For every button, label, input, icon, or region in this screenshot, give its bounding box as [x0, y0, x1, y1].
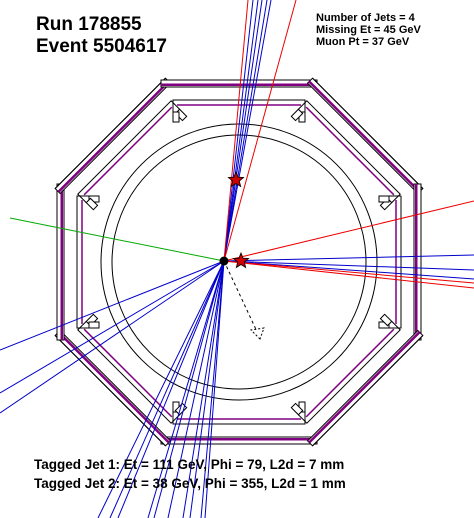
track-blue [223, 260, 474, 271]
calorimeter-strip [308, 331, 421, 444]
track-blue [167, 260, 225, 518]
module-stub [88, 321, 100, 329]
track-blue [223, 0, 259, 262]
track-blue [97, 260, 225, 518]
plank-edge [312, 77, 424, 189]
track-red [223, 0, 297, 262]
plank-edge [54, 77, 166, 189]
track-blue [147, 260, 225, 518]
module-strip [83, 328, 173, 418]
track-blue [189, 260, 225, 518]
track-blue [109, 260, 225, 518]
detector-module [290, 77, 424, 211]
detector-module [290, 313, 424, 447]
detector-module [160, 401, 318, 445]
module-strip [305, 328, 395, 418]
track-blue [223, 0, 268, 262]
calorimeter-strip [57, 80, 170, 193]
track-red [223, 200, 474, 262]
module-bracket [298, 100, 401, 203]
track-blue [223, 0, 272, 262]
module-bracket [77, 100, 180, 203]
module-stub [85, 197, 99, 211]
run-number: Run 178855 [36, 14, 142, 35]
calorimeter-strip [415, 184, 418, 340]
event-number: Event 5504617 [36, 36, 167, 57]
module-stub [378, 195, 390, 203]
tagged-jet-2: Tagged Jet 2: Et = 38 GeV, Phi = 355, L2… [34, 476, 346, 491]
detector-module [54, 313, 188, 447]
track-blue [0, 260, 225, 351]
module-stub [290, 402, 304, 416]
detector-module [54, 77, 188, 211]
track-red [223, 0, 249, 262]
track-blue [223, 0, 263, 262]
module-stub [290, 108, 304, 122]
detector-module [56, 183, 100, 341]
detector-module [378, 183, 422, 341]
track-red [223, 260, 474, 289]
plank-edge [54, 335, 166, 447]
track-red [223, 260, 474, 284]
module-bracket [389, 195, 402, 329]
track-blue [153, 260, 225, 518]
module-stub [172, 111, 180, 123]
secondary-vertex-star [227, 170, 245, 188]
track-blue [0, 260, 225, 414]
track-blue [117, 260, 225, 518]
vertex-markers [219, 170, 250, 269]
module-bracket [298, 321, 401, 424]
calorimeter-strip [57, 331, 170, 444]
module-strip [305, 106, 395, 196]
detector-geometry [54, 77, 424, 447]
track-blue [204, 260, 225, 518]
secondary-vertex-star [232, 251, 250, 269]
jet-count: Number of Jets = 4 [316, 12, 415, 24]
module-strip [83, 106, 173, 196]
module-bracket [77, 321, 180, 424]
track-blue [200, 260, 225, 518]
muon-pt-value: Muon Pt = 37 GeV [316, 36, 410, 48]
missing-et-line [223, 260, 261, 339]
module-bracket [172, 412, 306, 425]
calorimeter-strip [308, 80, 421, 193]
track-blue [223, 260, 474, 280]
track-blue [0, 260, 225, 394]
primary-vertex-dot [219, 256, 229, 266]
track-blue [223, 0, 254, 262]
missing-et-value: Missing Et = 45 GeV [316, 24, 421, 36]
missing-et-arrowhead [249, 327, 265, 340]
inner-tracker-circle [111, 134, 367, 390]
muon-track [9, 217, 225, 262]
missing-et-arrow [223, 260, 265, 340]
plank-edge [312, 335, 424, 447]
module-bracket [76, 195, 89, 329]
tagged-jet-1: Tagged Jet 1: Et = 111 GeV, Phi = 79, L2… [34, 457, 345, 472]
calorimeter-strip [161, 83, 317, 86]
track-blue [182, 260, 225, 518]
calorimeter-strip [161, 438, 317, 441]
track-blue [223, 254, 474, 262]
module-stub [379, 313, 393, 327]
calorimeter-strip [60, 184, 63, 340]
